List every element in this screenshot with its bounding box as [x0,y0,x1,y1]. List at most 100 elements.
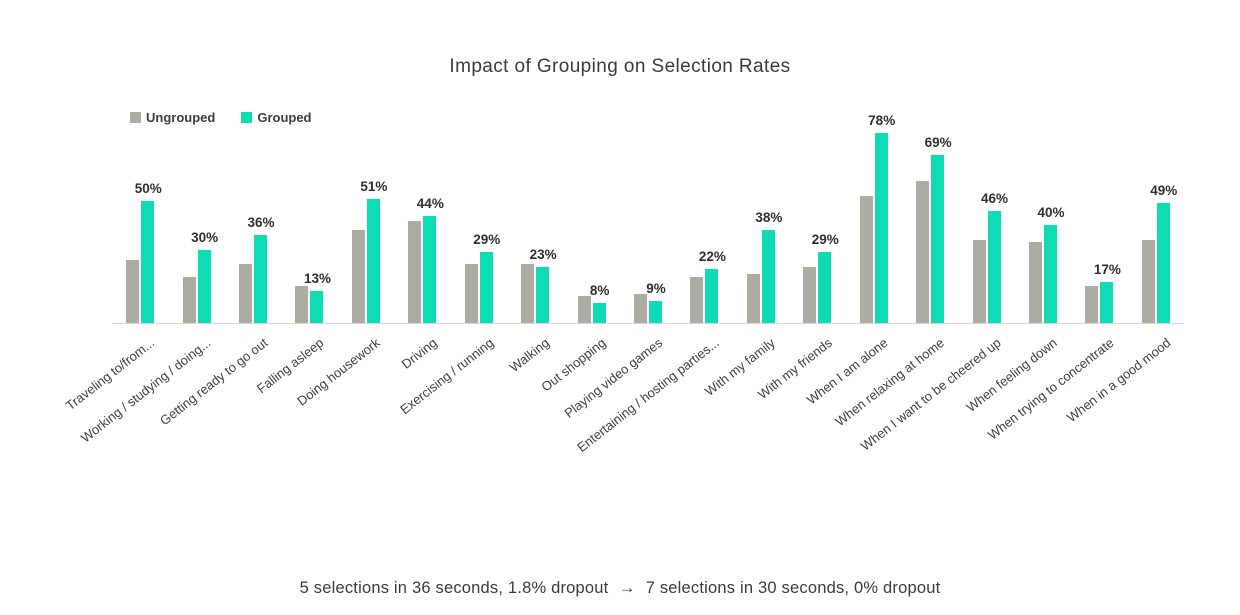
bar-group: 51% Doing housework [295,128,394,409]
grouped-bar [931,154,945,323]
bar-group: 44% Driving [394,128,450,372]
caption-before: 5 selections in 36 seconds, 1.8% dropout [299,579,609,597]
bar-pair [690,269,719,323]
ungrouped-bar [803,266,817,323]
ungrouped-bar [746,274,760,323]
value-label: 50% [134,181,162,196]
bar-pair [464,252,493,323]
ungrouped-bar [126,259,140,323]
ungrouped-bar [577,296,591,323]
legend-item-grouped: Grouped [241,110,312,125]
value-label: 8% [589,283,610,299]
ungrouped-bar [690,276,704,323]
category-label: Walking [507,335,553,375]
bar-pair [577,296,606,323]
bar-group: 40% When feeling down [964,128,1071,414]
grouped-bar [987,210,1001,323]
grouped-bar [874,132,888,323]
grouped-bar [536,266,550,323]
bar-group: 8% Out shopping [539,128,619,394]
ungrouped-swatch-icon [130,112,141,123]
bar-group: 29% With my friends [755,128,845,402]
bar-pair [182,249,211,323]
ungrouped-bar [859,196,873,323]
value-label: 9% [646,281,666,297]
bar-group: 9% Playing video games [561,128,676,421]
grouped-bar [592,303,606,323]
bar-pair [1141,203,1170,323]
bar-pair [408,215,437,323]
ungrouped-bar [1028,242,1042,323]
bar-pair [972,210,1001,323]
bar-chart-plot: 50% Traveling to/from... 30% Working / stud… [63,113,1184,455]
bar-pair [916,154,945,323]
category-label: Driving [398,335,440,372]
ungrouped-bar [182,276,196,323]
legend-label-grouped: Grouped [257,110,312,125]
value-label: 36% [247,215,275,231]
grouped-bar [141,201,155,323]
right-arrow-icon: → [618,578,636,597]
bar-pair [351,198,380,323]
bar-pair [521,264,550,323]
value-label: 23% [529,246,557,262]
ungrouped-bar [351,230,365,323]
bar-pair [239,235,268,323]
value-label: 38% [755,210,783,226]
bar-pair [859,132,888,323]
caption-after: 7 selections in 30 seconds, 0% dropout [645,579,941,597]
bar-group: 30% Working / studying / doing... [78,128,224,446]
value-label: 51% [360,178,388,194]
bar-group: 22% Entertaining / hosting parties... [574,128,732,455]
chart-legend: Ungrouped Grouped [130,110,312,125]
ungrouped-bar [916,181,930,323]
ungrouped-bar [239,264,253,323]
value-label: 17% [1093,261,1121,277]
grouped-bar [366,198,380,323]
ungrouped-bar [521,264,535,323]
value-label: 69% [924,134,952,150]
value-label: 22% [698,249,726,265]
bar-group: 29% Exercising / running [397,128,507,417]
bar-pair [634,293,662,323]
grouped-swatch-icon [241,112,253,123]
grouped-bar [1043,225,1057,323]
bar-group: 50% Traveling to/from... [63,128,168,413]
value-label: 46% [981,190,1009,206]
ungrouped-bar [1085,286,1099,323]
chart-title: Impact of Grouping on Selection Rates [449,56,791,77]
bar-pair [1085,281,1114,323]
grouped-bar [254,235,268,323]
summary-caption: 5 selections in 36 seconds, 1.8% dropout… [0,578,1240,598]
grouped-bar [479,252,493,323]
category-label: Getting ready to go out [156,335,271,429]
value-label: 44% [416,195,444,211]
grouped-bar [1156,203,1170,323]
ungrouped-bar [464,264,478,323]
value-label: 78% [868,112,896,128]
category-label: Playing video games [561,335,666,421]
grouped-bar [705,269,719,323]
bar-group: 36% Getting ready to go out [157,128,281,428]
grouped-bar [761,230,775,323]
value-label: 40% [1037,205,1065,221]
bar-group: 69% When relaxing at home [833,128,958,429]
value-label: 29% [473,232,501,248]
bar-group: 46% When I want to be cheered up [858,128,1014,454]
legend-label-ungrouped: Ungrouped [146,110,216,125]
ungrouped-bar [408,220,422,323]
ungrouped-bar [295,286,309,323]
bar-group: 38% With my family [702,128,789,399]
ungrouped-bar [634,293,647,323]
bar-pair [126,201,155,323]
ungrouped-bar [972,240,986,323]
value-label: 29% [811,232,839,248]
category-label: Exercising / running [396,335,496,418]
bar-pair [1028,225,1057,323]
grouped-bar [197,249,211,323]
bar-group: 17% When trying to concentrate [985,128,1127,443]
category-label: When in a good mood [1063,335,1174,426]
bar-pair [295,286,324,323]
value-label: 49% [1150,183,1178,199]
